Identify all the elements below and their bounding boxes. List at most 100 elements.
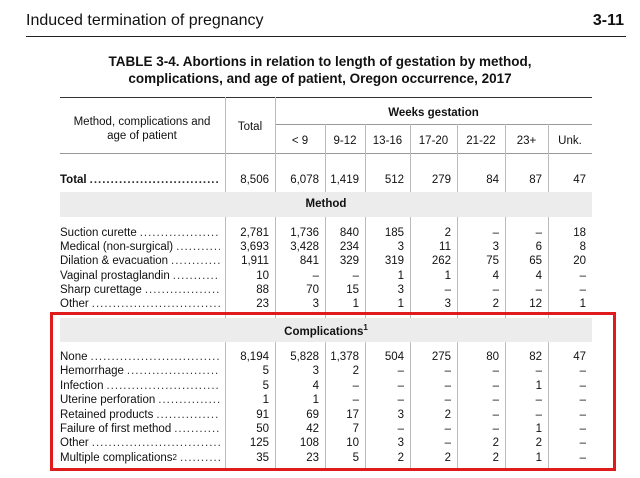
column-rule [225,217,226,318]
cell: 4 [535,269,542,282]
cell: 2 [444,227,451,239]
cell: 4 [492,269,499,282]
cell: 125 [249,437,269,450]
column-header: 9-12 [333,135,357,147]
table-rule [275,124,592,125]
cell: 88 [256,283,269,296]
cell: 6,078 [290,174,319,186]
cell: 4 [312,379,319,392]
cell: 12 [529,298,542,310]
cell: 279 [431,174,451,186]
cell: 262 [431,255,451,268]
column-rule [457,217,458,318]
cell: 3 [492,241,499,254]
row-label: Retained products [60,408,220,422]
cell: – [312,269,319,282]
column-rule [410,342,411,468]
cell: – [492,283,499,296]
cell: 5,828 [290,351,319,363]
cell: 1,419 [330,174,359,186]
column-rule [365,342,366,468]
cell: – [444,423,451,435]
cell: 2 [397,451,404,464]
cell: 3 [397,241,404,254]
caption-line: complications, and age of patient, Orego… [128,71,512,86]
cell: 1 [397,298,404,310]
cell: – [444,394,451,407]
cell: – [444,379,451,392]
row-label: Sharp curettage [60,283,220,297]
row-label: Vaginal prostaglandin [60,269,220,283]
column-header: 17-20 [418,135,449,147]
cell: 5 [262,365,269,378]
row-label: Other [60,436,220,450]
cell: 1,736 [290,227,319,239]
cell: 329 [339,255,359,268]
cell: 15 [346,283,359,296]
column-rule [225,97,226,192]
cell: – [492,408,499,421]
cell: 1 [312,394,319,407]
cell: – [352,269,359,282]
cell: 1 [352,298,359,310]
row-label: Suction curette [60,226,220,240]
cell: 108 [299,437,319,450]
cell: 20 [573,255,586,268]
cell: 3 [312,365,319,378]
cell: 3 [397,437,404,450]
cell: 10 [346,437,359,450]
column-rule [505,217,506,318]
column-rule [225,342,226,468]
section-band [60,318,592,342]
cell: – [579,379,586,392]
cell: 23 [256,298,269,310]
cell: 185 [384,227,404,239]
column-rule [275,342,276,468]
cell: 82 [529,351,542,363]
cell: – [535,227,542,239]
cell: 18 [573,227,586,239]
cell: 1 [535,451,542,464]
row-label: Uterine perforation [60,393,220,407]
cell: – [579,365,586,378]
cell: 42 [306,423,319,435]
cell: – [397,394,404,407]
row-label: Total [60,173,220,187]
column-rule [365,124,366,192]
cell: 512 [384,174,404,186]
cell: 1 [444,269,451,282]
row-label: Medical (non-surgical) [60,240,220,254]
cell: – [352,394,359,407]
cell: 8 [579,241,586,254]
column-header: < 9 [291,135,309,147]
cell: 504 [384,351,404,363]
cell: 275 [431,351,451,363]
total-header: Total [237,121,263,133]
cell: 3 [312,298,319,310]
cell: 1,911 [241,255,269,268]
column-rule [275,217,276,318]
header-rule [26,36,626,37]
column-rule [505,124,506,192]
cell: 1 [535,379,542,392]
column-rule [410,124,411,192]
cell: 1 [579,298,586,310]
cell: 2 [444,451,451,464]
cell: 35 [256,451,269,464]
cell: – [492,394,499,407]
cell: 5 [262,379,269,392]
cell: – [492,423,499,435]
column-rule [548,124,549,192]
cell: 3,693 [240,241,269,254]
cell: – [492,227,499,239]
cell: 3 [397,408,404,421]
cell: 1 [535,423,542,435]
column-rule [325,217,326,318]
section-title: Method [305,198,347,210]
cell: – [444,365,451,378]
cell: – [397,379,404,392]
cell: 47 [573,351,586,363]
cell: – [579,269,586,282]
cell: – [397,365,404,378]
